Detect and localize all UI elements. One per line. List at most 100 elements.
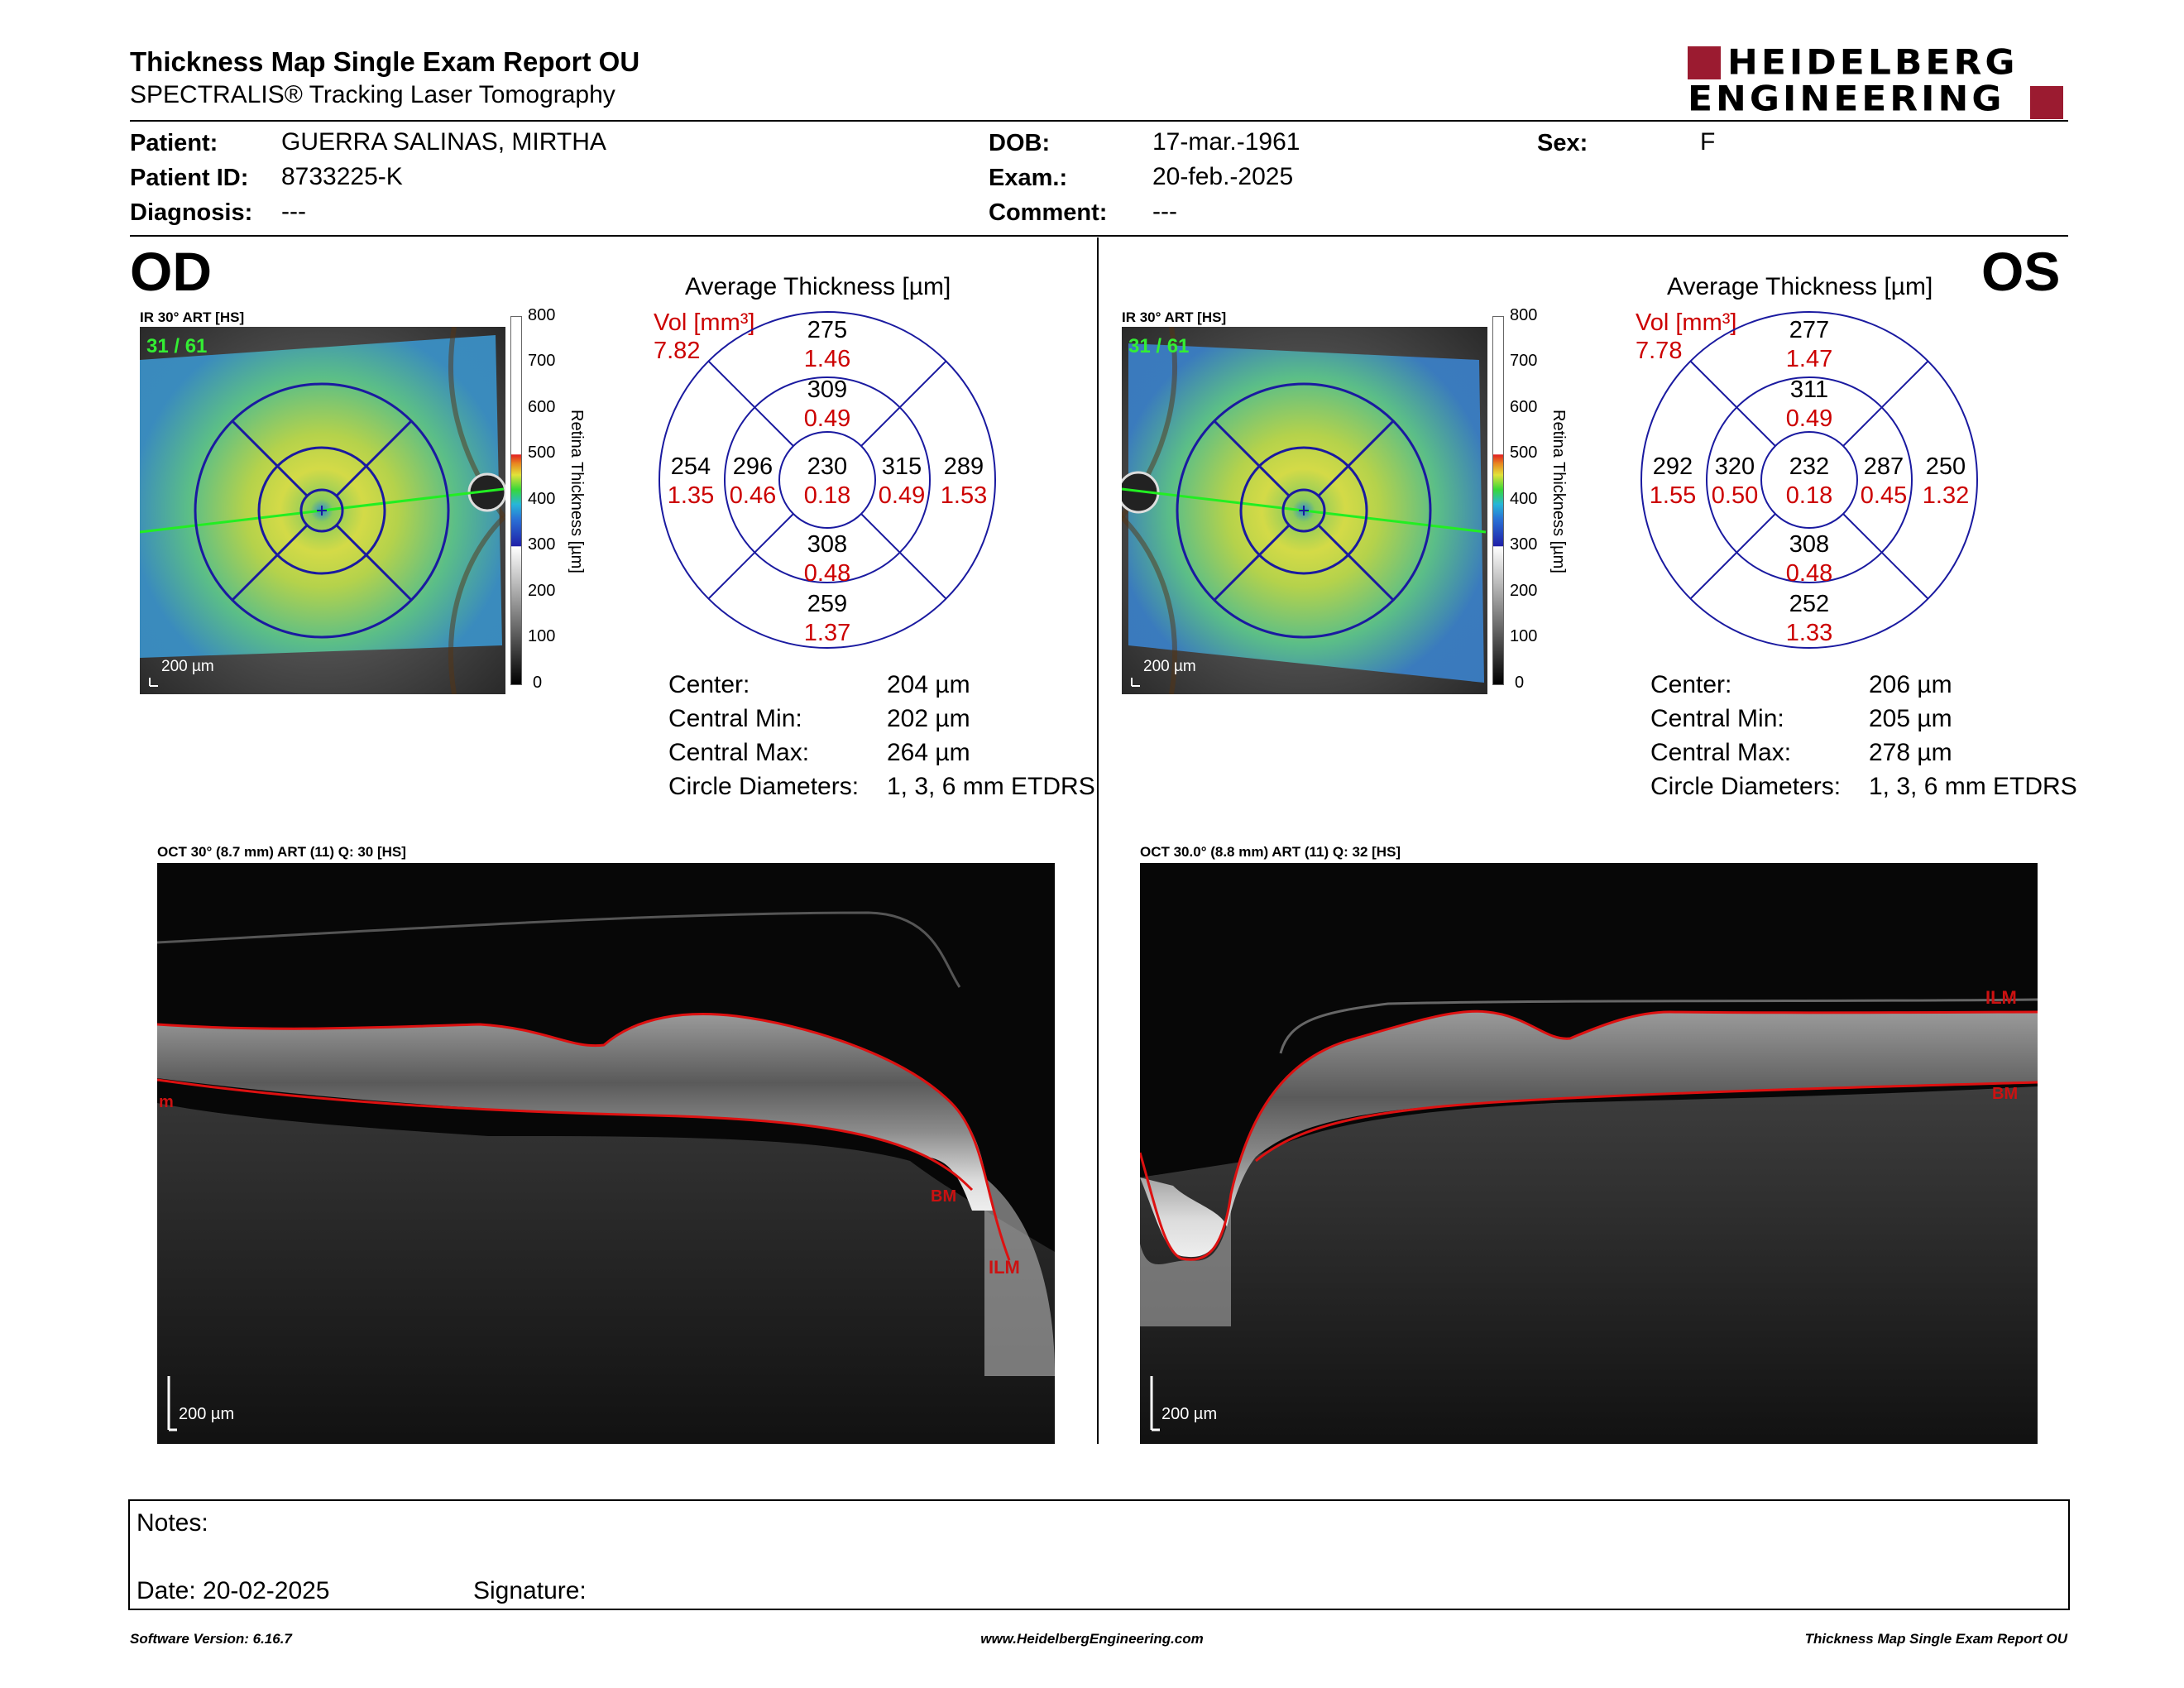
os-cb-tick: 800	[1510, 306, 1538, 324]
logo-square-top	[1688, 46, 1721, 79]
od-inner-right-volume: 0.49	[879, 482, 925, 509]
od-center-volume: 0.18	[804, 482, 850, 509]
od-oct-graphic	[157, 911, 1055, 1444]
os-label: OS	[1981, 241, 2061, 302]
od-outer-right-volume: 1.53	[941, 482, 987, 509]
od-cb-tick: 100	[528, 627, 556, 645]
od-outer-left-volume: 1.35	[668, 482, 714, 509]
os-map-graphic	[1122, 327, 1487, 694]
od-cb-tick: 700	[528, 352, 556, 370]
logo-line-2: ENGINEERING	[1688, 79, 2005, 119]
od-stat-diam-value: 1, 3, 6 mm ETDRS	[887, 773, 1095, 800]
os-inner-top-thickness: 311	[1790, 376, 1828, 403]
logo-line-1: HEIDELBERG	[1727, 42, 2019, 83]
os-outer-right-volume: 1.32	[1923, 482, 1969, 509]
od-stat-center-value: 204 µm	[887, 671, 970, 698]
od-cb-tick: 0	[533, 674, 543, 692]
od-oct-edge-label: m	[159, 1093, 174, 1111]
os-cb-tick: 200	[1510, 582, 1538, 600]
info-rule	[130, 235, 2068, 237]
od-stat-min-label: Central Min:	[668, 705, 802, 732]
od-stat-max-value: 264 µm	[887, 739, 970, 766]
od-vol-label: Vol [mm³]	[654, 309, 755, 336]
os-map-count: 31 / 61	[1128, 335, 1190, 357]
footer-report-name: Thickness Map Single Exam Report OU	[1804, 1631, 2067, 1647]
signature-label: Signature:	[473, 1577, 587, 1604]
od-stat-diam-label: Circle Diameters:	[668, 773, 860, 800]
patient-label: Patient:	[130, 130, 218, 156]
os-oct-scale: 200 µm	[1161, 1405, 1218, 1423]
os-inner-right-thickness: 287	[1864, 453, 1904, 480]
od-center-thickness: 230	[807, 453, 847, 480]
od-stat-max-label: Central Max:	[668, 739, 810, 766]
os-stat-center-value: 206 µm	[1869, 671, 1952, 698]
eye-divider	[1097, 237, 1099, 1444]
os-thickness-map: 31 / 61 200 µm	[1122, 327, 1487, 694]
os-avg-title: Average Thickness [µm]	[1667, 273, 1933, 300]
od-cb-tick: 200	[528, 582, 556, 600]
os-outer-left-thickness: 292	[1653, 453, 1693, 480]
od-colorbar	[510, 316, 522, 685]
os-vol-label: Vol [mm³]	[1636, 309, 1737, 336]
notes-box: Notes: Date: 20-02-2025 Signature:	[128, 1499, 2070, 1610]
comment-label: Comment:	[989, 199, 1108, 226]
footer-software-version: Software Version: 6.16.7	[130, 1631, 292, 1647]
sex-value: F	[1700, 128, 1716, 156]
od-cb-tick: 300	[528, 535, 556, 554]
footer-website[interactable]: www.HeidelbergEngineering.com	[980, 1631, 1204, 1647]
od-outer-top-volume: 1.46	[804, 346, 850, 372]
os-cb-tick: 600	[1510, 398, 1538, 416]
os-cb-tick: 400	[1510, 490, 1538, 508]
os-cb-tick: 0	[1515, 674, 1525, 692]
os-stat-min-value: 205 µm	[1869, 705, 1952, 732]
os-cb-tick: 700	[1510, 352, 1538, 370]
od-thickness-map: 31 / 61 200 µm	[140, 327, 505, 694]
od-stat-center-label: Center:	[668, 671, 750, 698]
comment-value: ---	[1152, 198, 1177, 225]
os-inner-left-volume: 0.50	[1712, 482, 1758, 509]
os-inner-bottom-thickness: 308	[1789, 531, 1829, 558]
notes-label: Notes:	[136, 1509, 208, 1537]
os-oct-ilm-label: ILM	[1985, 987, 2017, 1008]
od-outer-right-thickness: 289	[944, 453, 984, 480]
os-inner-top-volume: 0.49	[1786, 405, 1832, 432]
od-oct-scan: ILM BM m 200 µm	[157, 863, 1055, 1444]
od-colorbar-ticks: 800 700 600 500 400 300 200 100 0	[528, 306, 561, 703]
od-outer-top-thickness: 275	[807, 317, 847, 343]
od-avg-title: Average Thickness [µm]	[685, 273, 951, 300]
os-etdrs-grid: 277 1.47 311 0.49 232 0.18 320 0.50 287 …	[1640, 311, 1978, 649]
od-inner-bottom-thickness: 308	[807, 531, 847, 558]
header-rule	[130, 120, 2068, 122]
os-inner-right-volume: 0.45	[1861, 482, 1907, 509]
os-oct-title: OCT 30.0° (8.8 mm) ART (11) Q: 32 [HS]	[1140, 844, 1401, 860]
os-colorbar	[1492, 316, 1504, 685]
od-inner-top-volume: 0.49	[804, 405, 850, 432]
diagnosis-value: ---	[281, 198, 306, 225]
od-oct-title: OCT 30° (8.7 mm) ART (11) Q: 30 [HS]	[157, 844, 406, 860]
od-colorbar-title: Retina Thickness [µm]	[568, 410, 586, 573]
dob-value: 17-mar.-1961	[1152, 128, 1300, 156]
os-vol-value: 7.78	[1636, 338, 1683, 364]
od-etdrs-grid: 275 1.46 309 0.49 230 0.18 296 0.46 315 …	[659, 311, 996, 649]
od-outer-bottom-volume: 1.37	[804, 620, 850, 646]
os-cb-tick: 300	[1510, 535, 1538, 554]
os-outer-right-thickness: 250	[1926, 453, 1966, 480]
od-inner-left-thickness: 296	[733, 453, 773, 480]
od-map-title: IR 30° ART [HS]	[140, 309, 245, 325]
od-oct-ilm-label: ILM	[989, 1257, 1020, 1278]
od-cb-tick: 600	[528, 398, 556, 416]
os-colorbar-title: Retina Thickness [µm]	[1549, 410, 1568, 573]
od-inner-right-thickness: 315	[882, 453, 922, 480]
os-colorbar-ticks: 800 700 600 500 400 300 200 100 0	[1510, 306, 1543, 703]
od-outer-left-thickness: 254	[671, 453, 711, 480]
od-inner-top-thickness: 309	[807, 376, 847, 403]
od-cb-tick: 800	[528, 306, 556, 324]
patient-name: GUERRA SALINAS, MIRTHA	[281, 128, 606, 156]
od-label: OD	[130, 241, 212, 302]
od-stat-min-value: 202 µm	[887, 705, 970, 732]
os-inner-bottom-volume: 0.48	[1786, 560, 1832, 587]
od-cb-tick: 400	[528, 490, 556, 508]
os-stat-diam-label: Circle Diameters:	[1650, 773, 1842, 800]
os-cb-tick: 100	[1510, 627, 1538, 645]
od-vol-value: 7.82	[654, 338, 701, 364]
